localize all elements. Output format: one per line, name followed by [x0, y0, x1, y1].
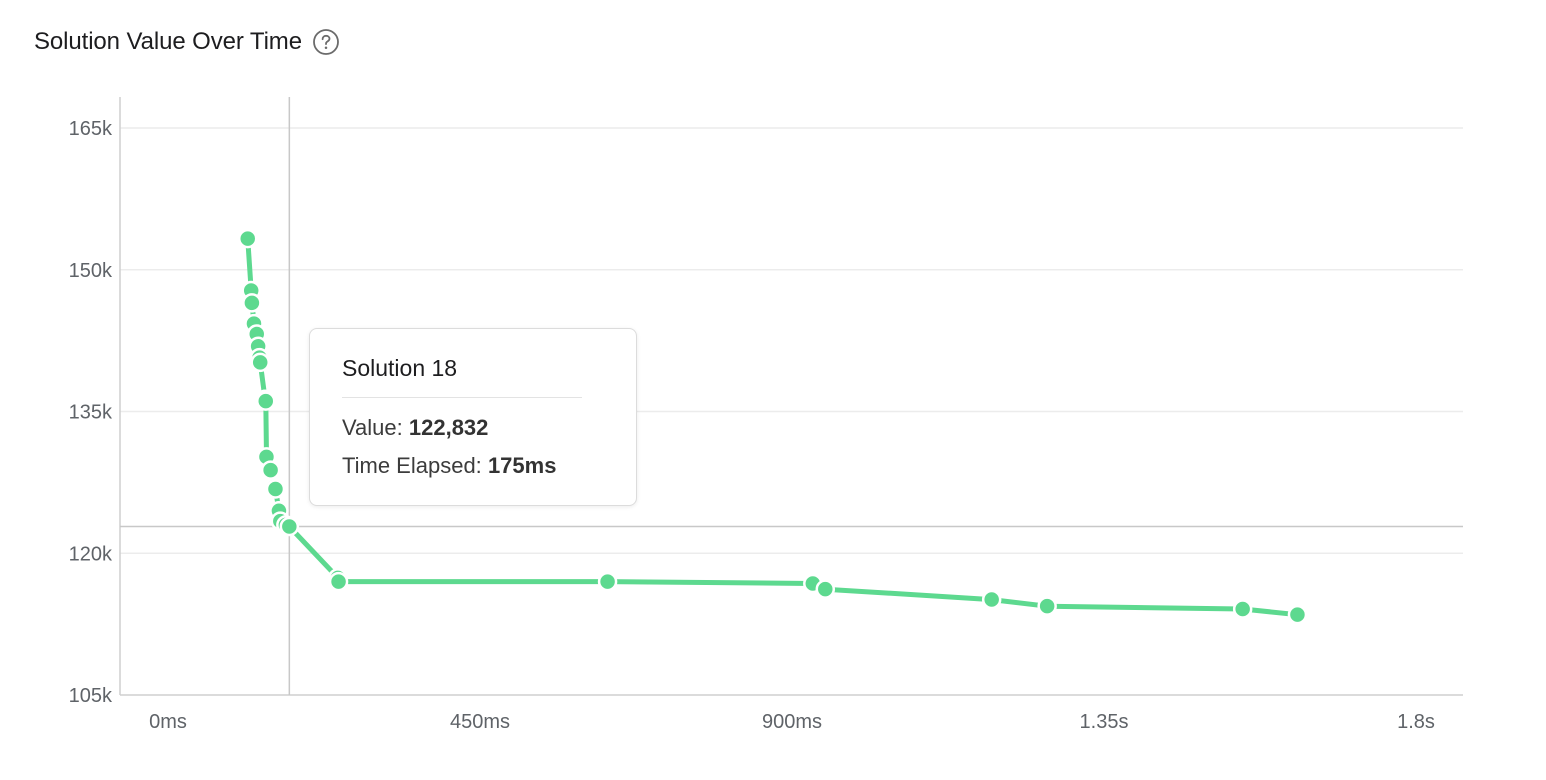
data-point-3[interactable]: [242, 293, 262, 313]
y-tick-label-165k: 165k: [69, 118, 113, 140]
data-point-23[interactable]: [815, 579, 836, 599]
tooltip-title: Solution 18: [342, 355, 458, 381]
tooltip-divider: [342, 397, 582, 398]
grid-lines: [120, 127, 1463, 554]
chart-title: Solution Value Over Time: [34, 28, 302, 55]
x-tick-label-1.35s: 1.35s: [1080, 711, 1129, 733]
data-point-27[interactable]: [1287, 604, 1308, 625]
question-circle-icon[interactable]: [312, 28, 340, 56]
data-point-21[interactable]: [597, 571, 618, 592]
tooltip-time: 175ms: [487, 453, 557, 478]
chart-header: Solution Value Over Time: [34, 28, 340, 56]
data-point-8[interactable]: [250, 352, 270, 373]
data-point-20[interactable]: [328, 571, 349, 592]
x-tick-label-450ms: 450ms: [450, 711, 510, 733]
x-tick-label-0ms: 0ms: [149, 711, 187, 733]
x-tick-label-1.8s: 1.8s: [1397, 711, 1435, 733]
tick-labels: 105k 120k 135k 150k 165k 0ms 450ms 900ms 1.35s 1.…: [69, 118, 1435, 733]
data-point-25[interactable]: [1037, 596, 1057, 616]
tooltip-time-label: Time Elapsed:: [342, 453, 482, 478]
y-tick-label-105k: 105k: [69, 685, 113, 707]
tooltip-value: 122,832: [408, 415, 489, 440]
y-tick-label-120k: 120k: [69, 543, 113, 565]
data-point-12[interactable]: [260, 460, 281, 480]
y-tick-label-135k: 135k: [69, 402, 113, 424]
data-point-26[interactable]: [1232, 599, 1253, 619]
data-point-14[interactable]: [265, 479, 286, 499]
tooltip-value-label: Value:: [342, 415, 403, 440]
y-tick-label-150k: 150k: [69, 260, 113, 282]
data-point-10[interactable]: [256, 391, 276, 411]
tooltip-time-row: Time Elapsed: 175ms: [342, 453, 556, 479]
crosshair: [120, 97, 1463, 695]
data-point-1[interactable]: [237, 228, 258, 249]
x-tick-label-900ms: 900ms: [762, 711, 822, 733]
data-point-18[interactable]: [279, 516, 300, 537]
axes: [119, 97, 1463, 696]
solution-tooltip: Solution 18 Value: 122,832 Time Elapsed:…: [309, 328, 637, 506]
series-points[interactable]: [237, 228, 1308, 625]
tooltip-value-row: Value: 122,832: [342, 415, 488, 441]
data-point-24[interactable]: [981, 589, 1002, 610]
